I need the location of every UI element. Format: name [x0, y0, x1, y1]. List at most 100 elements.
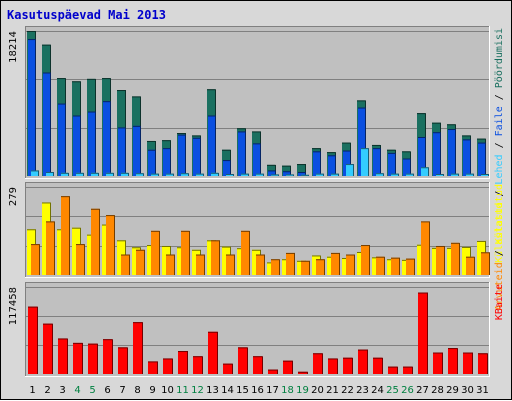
- bar-pages: [256, 173, 264, 176]
- bar-kbytes: [178, 351, 188, 374]
- bar-sites: [316, 259, 325, 275]
- bar-kbytes: [463, 352, 473, 374]
- bar-sites: [421, 221, 430, 275]
- bar-sites: [436, 245, 445, 275]
- x-tick-label: 19: [296, 385, 309, 396]
- x-tick-label: 15: [236, 385, 249, 396]
- bar-sites: [181, 230, 190, 275]
- panel-bottom-legend: KBaite: [494, 284, 505, 320]
- bar-pages: [451, 173, 459, 176]
- bar-pages: [271, 174, 279, 176]
- x-tick-label: 9: [149, 385, 155, 396]
- bar-kbytes: [193, 356, 203, 374]
- x-tick-label: 18: [281, 385, 294, 396]
- bar-kbytes: [418, 292, 428, 374]
- bar-pages: [286, 174, 294, 176]
- bar-kbytes: [208, 331, 218, 374]
- bar-files: [313, 151, 321, 176]
- bar-kbytes: [73, 342, 83, 374]
- bar-pages: [301, 174, 309, 176]
- x-tick-label: 5: [89, 385, 95, 396]
- chart-title: Kasutuspäevad Mai 2013: [7, 8, 166, 22]
- bar-pages: [481, 174, 489, 176]
- legend-entry: Faile: [494, 106, 505, 136]
- bar-pages: [211, 172, 219, 176]
- x-tick-label: 21: [326, 385, 339, 396]
- x-tick-label: 7: [119, 385, 125, 396]
- bar-sites: [256, 254, 265, 275]
- x-tick-label: 16: [251, 385, 264, 396]
- bar-kbytes: [118, 347, 128, 374]
- bar-pages: [346, 164, 354, 176]
- bar-pages: [136, 173, 144, 176]
- panel-middle-tick-label: 279: [8, 187, 19, 206]
- bar-sites: [331, 252, 340, 275]
- legend-entry: Külastatud: [494, 184, 505, 244]
- bar-files: [463, 139, 471, 176]
- bar-pages: [91, 172, 99, 176]
- bar-files: [103, 101, 111, 176]
- bar-sites: [76, 244, 85, 275]
- bar-pages: [436, 174, 444, 176]
- bar-files: [478, 142, 486, 176]
- bar-pages: [121, 172, 129, 176]
- legend-entry: Arvuteid: [494, 262, 505, 310]
- bar-files: [133, 125, 141, 176]
- bar-kbytes: [313, 353, 323, 374]
- bar-files: [163, 148, 171, 176]
- x-tick-label: 4: [74, 385, 80, 396]
- x-tick-label: 24: [371, 385, 384, 396]
- bar-files: [403, 158, 411, 176]
- bar-files: [238, 131, 246, 176]
- bar-pages: [61, 172, 69, 176]
- bar-sites: [406, 258, 415, 275]
- x-tick-label: 12: [191, 385, 204, 396]
- x-tick-label: 25: [386, 385, 399, 396]
- x-tick-label: 23: [356, 385, 369, 396]
- bar-kbytes: [388, 366, 398, 374]
- bar-kbytes: [478, 353, 488, 374]
- bar-kbytes: [283, 360, 293, 374]
- bar-pages: [106, 172, 114, 176]
- bar-sites: [391, 257, 400, 275]
- bar-kbytes: [253, 356, 263, 374]
- legend-entry: Külastatud: [494, 203, 505, 263]
- x-tick-label: 2: [44, 385, 50, 396]
- x-tick-label: 6: [104, 385, 110, 396]
- bar-sites: [166, 254, 175, 275]
- x-tick-label: 26: [401, 385, 414, 396]
- bar-files: [28, 39, 36, 177]
- bar-pages: [406, 173, 414, 176]
- x-tick-label: 22: [341, 385, 354, 396]
- bar-sites: [61, 196, 70, 275]
- bar-kbytes: [298, 371, 308, 374]
- bar-pages: [361, 148, 369, 176]
- legend-entry: /: [494, 136, 505, 154]
- bar-kbytes: [448, 348, 458, 374]
- legend-entry: Lehed: [494, 154, 505, 184]
- bar-sites: [301, 260, 310, 275]
- x-tick-label: 3: [59, 385, 65, 396]
- bar-pages: [151, 173, 159, 176]
- bar-files: [208, 115, 216, 176]
- bar-pages: [331, 173, 339, 176]
- bar-kbytes: [43, 323, 53, 374]
- panel-bottom-tick-label: 117458: [8, 287, 19, 325]
- x-tick-label: 20: [311, 385, 324, 396]
- bar-files: [88, 111, 96, 176]
- legend-entry: /: [494, 88, 505, 106]
- bar-sites: [211, 240, 220, 275]
- x-tick-label: 13: [206, 385, 219, 396]
- bar-kbytes: [28, 306, 38, 374]
- bar-kbytes: [88, 343, 98, 374]
- panel-middle-legend: Arvuteid / Külastatud: [494, 184, 505, 310]
- bar-kbytes: [133, 322, 143, 374]
- bar-sites: [451, 242, 460, 275]
- bar-pages: [466, 173, 474, 176]
- x-tick-label: 8: [134, 385, 140, 396]
- legend-entry: KBaite: [494, 284, 505, 320]
- bar-pages: [31, 170, 39, 176]
- bar-sites: [196, 254, 205, 275]
- bar-kbytes: [103, 339, 113, 374]
